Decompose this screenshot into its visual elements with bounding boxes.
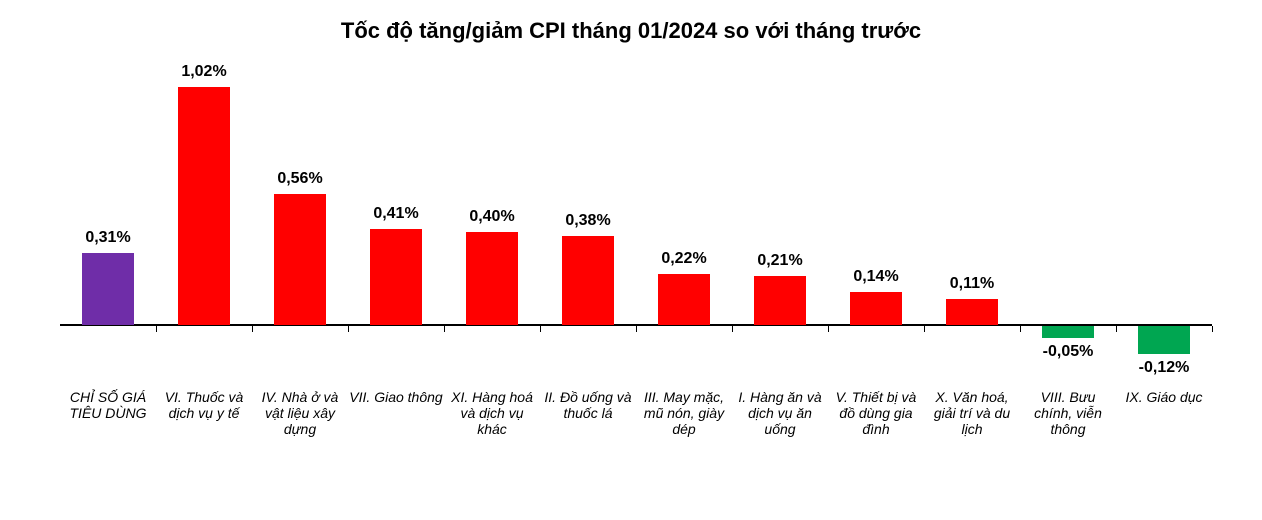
axis-tick	[348, 326, 349, 332]
category-label: III. May mặc, mũ nón, giày dép	[636, 389, 732, 437]
category-label: VII. Giao thông	[348, 389, 444, 405]
bar-value-label: 0,56%	[252, 170, 348, 188]
category-label: IX. Giáo dục	[1116, 389, 1212, 405]
chart-title: Tốc độ tăng/giảm CPI tháng 01/2024 so vớ…	[0, 18, 1262, 44]
bar	[1042, 326, 1095, 338]
cpi-chart: Tốc độ tăng/giảm CPI tháng 01/2024 so vớ…	[0, 0, 1262, 520]
axis-tick	[1212, 326, 1213, 332]
bar	[1138, 326, 1191, 354]
category-label: IV. Nhà ở và vật liệu xây dựng	[252, 389, 348, 437]
bar-value-label: -0,12%	[1116, 359, 1212, 377]
bar-value-label: 1,02%	[156, 63, 252, 81]
axis-tick	[540, 326, 541, 332]
category-label: V. Thiết bị và đồ dùng gia đình	[828, 389, 924, 437]
bar	[82, 253, 135, 325]
bar-value-label: -0,05%	[1020, 343, 1116, 361]
bar-value-label: 0,14%	[828, 268, 924, 286]
bar-value-label: 0,41%	[348, 205, 444, 223]
axis-tick	[1020, 326, 1021, 332]
category-label: I. Hàng ăn và dịch vụ ăn uống	[732, 389, 828, 437]
category-label: X. Văn hoá, giải trí và du lịch	[924, 389, 1020, 437]
axis-tick	[636, 326, 637, 332]
bar-value-label: 0,31%	[60, 229, 156, 247]
category-label: CHỈ SỐ GIÁ TIÊU DÙNG	[60, 389, 156, 421]
axis-tick	[444, 326, 445, 332]
bar-value-label: 0,21%	[732, 252, 828, 270]
category-label: VI. Thuốc và dịch vụ y tế	[156, 389, 252, 421]
category-label: VIII. Bưu chính, viễn thông	[1020, 389, 1116, 437]
bar	[274, 194, 327, 325]
axis-tick	[252, 326, 253, 332]
x-axis-labels: CHỈ SỐ GIÁ TIÊU DÙNGVI. Thuốc và dịch vụ…	[60, 389, 1212, 489]
category-label: XI. Hàng hoá và dịch vụ khác	[444, 389, 540, 437]
axis-tick	[828, 326, 829, 332]
bar	[658, 274, 711, 325]
axis-tick	[156, 326, 157, 332]
category-label: II. Đồ uống và thuốc lá	[540, 389, 636, 421]
bar	[946, 299, 999, 325]
plot-area: 0,31%1,02%0,56%0,41%0,40%0,38%0,22%0,21%…	[60, 80, 1212, 360]
bar-value-label: 0,11%	[924, 275, 1020, 293]
bar	[466, 232, 519, 325]
axis-tick	[732, 326, 733, 332]
bar	[562, 236, 615, 325]
axis-tick	[924, 326, 925, 332]
bar-value-label: 0,38%	[540, 212, 636, 230]
bar	[178, 87, 231, 325]
axis-tick	[1116, 326, 1117, 332]
bar-value-label: 0,22%	[636, 250, 732, 268]
bar	[754, 276, 807, 325]
bar	[850, 292, 903, 325]
bar-value-label: 0,40%	[444, 208, 540, 226]
bar	[370, 229, 423, 325]
